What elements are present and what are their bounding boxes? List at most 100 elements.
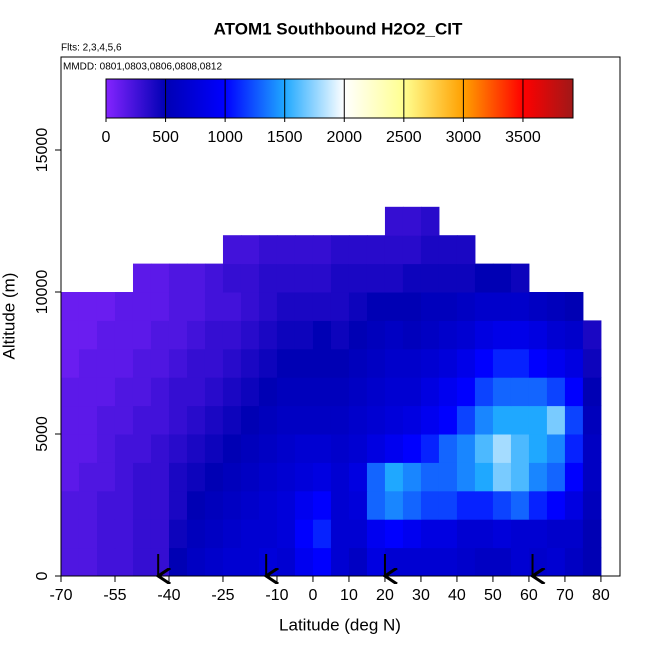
heat-cell [276,519,296,549]
heat-cell [168,320,188,350]
heat-cell [582,348,602,378]
heat-cell [276,292,296,321]
heat-cell [96,292,116,321]
heat-cell [96,490,116,520]
heat-cell [402,377,422,407]
heat-cell [258,263,278,293]
heat-cell [150,490,170,520]
heat-cell [222,263,242,293]
heat-cell [96,547,116,577]
heat-cell [456,462,476,492]
heat-cell [330,235,350,265]
heat-cell [546,490,566,520]
heat-cell [384,206,404,236]
heat-cell [492,462,512,492]
heat-cell [276,547,296,577]
heat-cell [132,490,152,520]
heat-cell [168,377,188,407]
heat-cell [510,490,530,520]
heat-cell [510,547,530,577]
heat-cell [96,320,116,350]
heat-cell [222,519,242,549]
heat-cell [402,462,422,492]
heat-cell [366,519,386,549]
heat-cell [492,377,512,407]
heat-cell [96,519,116,549]
heat-cell [492,547,512,577]
heat-cell [276,348,296,378]
heat-cell [456,490,476,520]
heat-cell [438,405,458,435]
heat-cell [168,405,188,435]
heat-cell [276,377,296,407]
heat-cell [366,235,386,265]
heat-cell [240,405,260,435]
heat-cell [204,490,224,520]
heat-cell [204,263,224,293]
x-tick-label: 40 [448,587,466,604]
heat-cell [150,462,170,492]
heat-cell [402,519,422,549]
x-tick-label: 80 [592,587,610,604]
heat-cell [168,519,188,549]
heat-cell [438,348,458,378]
heat-cell [582,490,602,520]
heat-cell [150,405,170,435]
heat-cell [150,547,170,577]
heat-cell [168,348,188,378]
heat-cell [204,348,224,378]
heat-cell [438,519,458,549]
x-tick-label: 30 [412,587,430,604]
heat-cell [78,320,98,350]
heat-cell [420,434,440,463]
heat-cell [132,348,152,378]
heat-cell [96,434,116,463]
heat-cell [204,292,224,321]
heat-cell [258,292,278,321]
heat-cell [474,490,494,520]
heat-cell [474,377,494,407]
x-tick-label: -55 [103,587,126,604]
heat-cell [114,292,134,321]
heat-cell [564,519,584,549]
heat-cell [312,462,332,492]
heat-cell [366,405,386,435]
heat-cell [222,547,242,577]
x-tick-label: -25 [211,587,234,604]
x-tick-label: 0 [309,587,318,604]
heat-cell [474,434,494,463]
heat-cell [61,377,80,407]
heat-cell [438,263,458,293]
heat-cell [366,320,386,350]
annotation: MMDD: 0801,0803,0806,0808,0812 [63,62,222,73]
heat-cell [348,462,368,492]
heat-cell [168,490,188,520]
heat-cell [312,434,332,463]
heat-cell [222,292,242,321]
heat-cell [546,434,566,463]
heat-cell [330,292,350,321]
heat-cell [546,348,566,378]
heat-cell [78,405,98,435]
heat-cell [564,377,584,407]
heat-cell [330,320,350,350]
heat-cell [546,462,566,492]
x-tick-label: 50 [484,587,502,604]
heat-cell [438,490,458,520]
heat-cell [492,434,512,463]
heat-cell [78,547,98,577]
heat-cell [240,434,260,463]
heat-cell [366,263,386,293]
heat-cell [312,405,332,435]
heat-cell [222,405,242,435]
heat-cell [186,348,206,378]
heat-cell [312,519,332,549]
heat-cell [276,320,296,350]
heat-cell [582,320,602,350]
heat-cell [150,320,170,350]
heat-cell [456,434,476,463]
heat-cell [168,547,188,577]
heat-cell [546,377,566,407]
colorbar-tick-label: 1500 [267,129,303,146]
